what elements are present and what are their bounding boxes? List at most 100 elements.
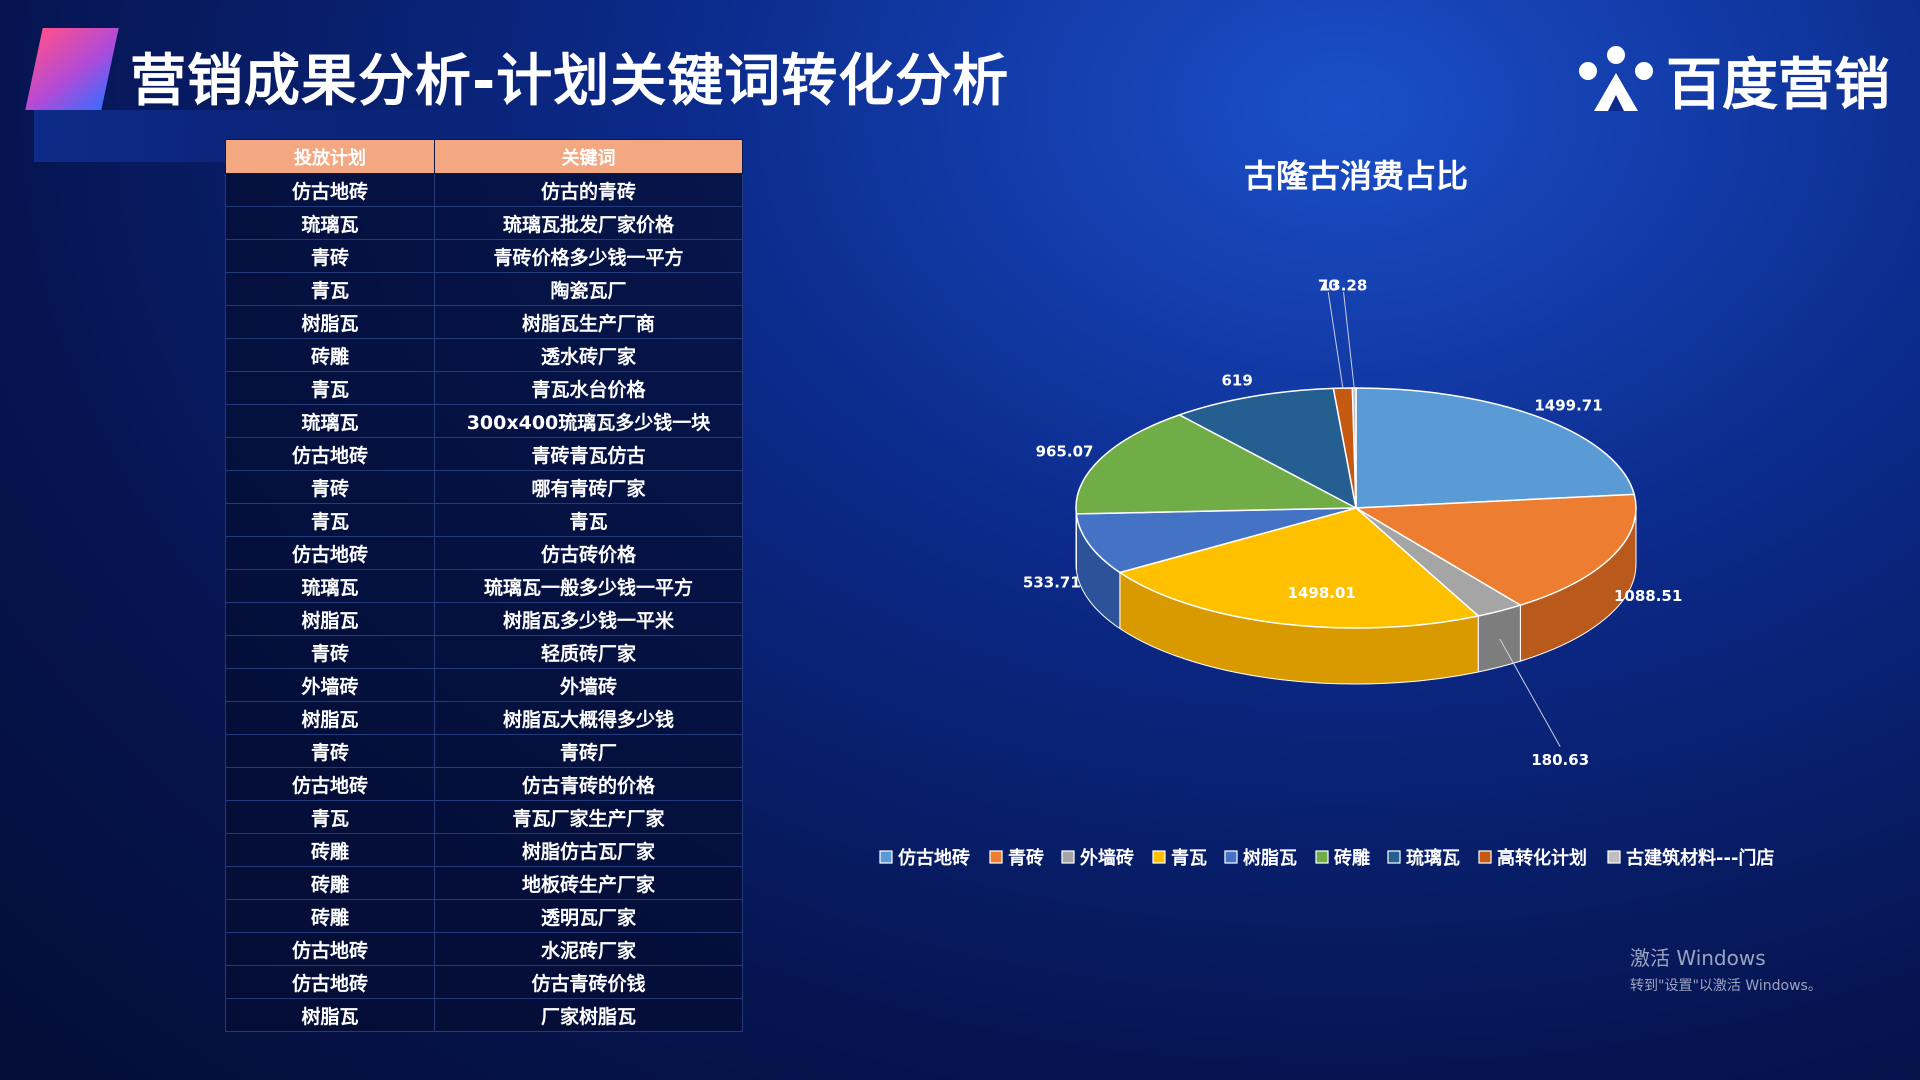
cell-plan: 青瓦 — [225, 800, 435, 834]
cell-plan: 琉璃瓦 — [225, 404, 435, 438]
cell-keyword: 厂家树脂瓦 — [434, 998, 743, 1032]
pie-data-labels: 1499.71 1088.51 180.63 1498.01 533.71 965.07 6… — [1023, 277, 1682, 770]
leader-line-2 — [1499, 638, 1561, 747]
watermark-line1: 激活 Windows — [1630, 946, 1766, 970]
legend-label-5: 砖雕 — [1334, 847, 1370, 869]
cell-keyword: 哪有青砖厂家 — [434, 470, 743, 504]
pie-slice-3 — [1118, 507, 1480, 629]
legend-label-1: 青砖 — [1008, 847, 1044, 869]
pie-slice-5 — [1075, 414, 1359, 515]
cell-plan: 树脂瓦 — [225, 305, 435, 339]
cell-keyword: 外墙砖 — [434, 668, 743, 702]
legend-label-4: 树脂瓦 — [1243, 847, 1297, 869]
cell-plan: 树脂瓦 — [225, 701, 435, 735]
table-row: 青瓦 青瓦 — [225, 503, 743, 537]
table-row: 树脂瓦 厂家树脂瓦 — [225, 998, 743, 1032]
legend-label-6: 琉璃瓦 — [1406, 847, 1460, 869]
leader-line-8 — [1343, 291, 1355, 389]
cell-plan: 仿古地砖 — [225, 536, 435, 570]
data-label-8: 13.28 — [1320, 277, 1367, 295]
data-label-0: 1499.71 — [1534, 396, 1602, 414]
table-row: 树脂瓦 树脂瓦生产厂商 — [225, 305, 743, 339]
column-header-plan: 投放计划 — [225, 139, 435, 174]
cell-plan: 砖雕 — [225, 899, 435, 933]
chart-legend: 仿古地砖 青砖 外墙砖 青瓦 树脂瓦 砖雕 琉璃瓦 高转化计划 古建筑材料---门店 — [879, 847, 1774, 869]
pie-slice-1 — [1353, 493, 1637, 606]
table-row: 琉璃瓦 300x400琉璃瓦多少钱一块 — [225, 404, 743, 438]
legend-label-7: 高转化计划 — [1497, 847, 1587, 869]
chart-title: 古隆古消费占比 — [1244, 157, 1468, 195]
cell-plan: 树脂瓦 — [225, 998, 435, 1032]
legend-swatch-3 — [1152, 850, 1166, 864]
table-row: 青砖 哪有青砖厂家 — [225, 470, 743, 504]
pie-slice-0 — [1355, 387, 1636, 509]
table-row: 青砖 轻质砖厂家 — [225, 635, 743, 669]
legend-swatch-2 — [1061, 850, 1075, 864]
cell-plan: 仿古地砖 — [225, 965, 435, 999]
data-label-7: 70 — [1318, 277, 1339, 295]
cell-plan: 外墙砖 — [225, 668, 435, 702]
brand-name: 百度营销 — [1666, 53, 1890, 118]
cell-keyword: 300x400琉璃瓦多少钱一块 — [434, 404, 743, 438]
table-row: 外墙砖 外墙砖 — [225, 668, 743, 702]
pie-slice-8 — [1351, 387, 1357, 509]
cell-keyword: 青砖价格多少钱一平方 — [434, 239, 743, 273]
data-label-2: 180.63 — [1531, 751, 1589, 769]
pie-slices — [1075, 387, 1637, 629]
table-row: 仿古地砖 仿古砖价格 — [225, 536, 743, 570]
cell-keyword: 青瓦水台价格 — [434, 371, 743, 405]
legend-swatch-8 — [1607, 850, 1621, 864]
cell-keyword: 树脂瓦大概得多少钱 — [434, 701, 743, 735]
data-label-3: 1498.01 — [1288, 584, 1356, 602]
legend-label-8: 古建筑材料---门店 — [1626, 847, 1774, 869]
cell-plan: 砖雕 — [225, 866, 435, 900]
cell-plan: 青砖 — [225, 470, 435, 504]
table-row: 砖雕 地板砖生产厂家 — [225, 866, 743, 900]
cell-keyword: 陶瓷瓦厂 — [434, 272, 743, 306]
cell-keyword: 轻质砖厂家 — [434, 635, 743, 669]
table-row: 树脂瓦 树脂瓦大概得多少钱 — [225, 701, 743, 735]
data-label-1: 1088.51 — [1614, 587, 1682, 605]
legend-swatch-5 — [1315, 850, 1329, 864]
brand-logo: 百度营销 — [1576, 40, 1890, 121]
table-row: 仿古地砖 仿古青砖的价格 — [225, 767, 743, 801]
legend-swatch-6 — [1387, 850, 1401, 864]
watermark-line2: 转到"设置"以激活 Windows。 — [1630, 978, 1822, 994]
table-row: 仿古地砖 青砖青瓦仿古 — [225, 437, 743, 471]
table-row: 砖雕 树脂仿古瓦厂家 — [225, 833, 743, 867]
data-label-6: 619 — [1221, 372, 1252, 390]
legend-swatch-4 — [1224, 850, 1238, 864]
keyword-table-body: 仿古地砖 仿古的青砖 琉璃瓦 琉璃瓦批发厂家价格 青砖 青砖价格多少钱一平方 青瓦 陶瓷瓦厂树… — [225, 173, 743, 1032]
cell-keyword: 树脂仿古瓦厂家 — [434, 833, 743, 867]
cell-plan: 琉璃瓦 — [225, 206, 435, 240]
table-row: 琉璃瓦 琉璃瓦批发厂家价格 — [225, 206, 743, 240]
cell-plan: 砖雕 — [225, 338, 435, 372]
cell-keyword: 青瓦 — [434, 503, 743, 537]
cell-plan: 青砖 — [225, 239, 435, 273]
cell-plan: 青瓦 — [225, 503, 435, 537]
legend-swatch-0 — [879, 850, 893, 864]
table-row: 青瓦 陶瓷瓦厂 — [225, 272, 743, 306]
legend-swatch-7 — [1478, 850, 1492, 864]
cell-plan: 仿古地砖 — [225, 437, 435, 471]
cell-keyword: 地板砖生产厂家 — [434, 866, 743, 900]
legend-label-0: 仿古地砖 — [898, 847, 970, 869]
table-row: 砖雕 透水砖厂家 — [225, 338, 743, 372]
baidu-paw-icon — [1579, 45, 1653, 111]
cell-keyword: 树脂瓦生产厂商 — [434, 305, 743, 339]
cell-keyword: 琉璃瓦一般多少钱一平方 — [434, 569, 743, 603]
cell-plan: 青砖 — [225, 734, 435, 768]
keyword-table: 投放计划 关键词 仿古地砖 仿古的青砖 琉璃瓦 琉璃瓦批发厂家价格 青砖 青砖价格多少钱一… — [225, 139, 743, 1032]
cell-keyword: 仿古青砖的价格 — [434, 767, 743, 801]
pie-slice-4 — [1075, 507, 1357, 574]
table-row: 青砖 青砖价格多少钱一平方 — [225, 239, 743, 273]
legend-swatch-1 — [989, 850, 1003, 864]
pie-slice-6 — [1177, 387, 1358, 510]
legend-label-2: 外墙砖 — [1080, 847, 1134, 869]
table-row: 青瓦 青瓦水台价格 — [225, 371, 743, 405]
data-label-4: 533.71 — [1023, 574, 1081, 592]
cell-plan: 青瓦 — [225, 371, 435, 405]
leader-line-7 — [1327, 292, 1344, 389]
table-row: 仿古地砖 仿古青砖价钱 — [225, 965, 743, 999]
